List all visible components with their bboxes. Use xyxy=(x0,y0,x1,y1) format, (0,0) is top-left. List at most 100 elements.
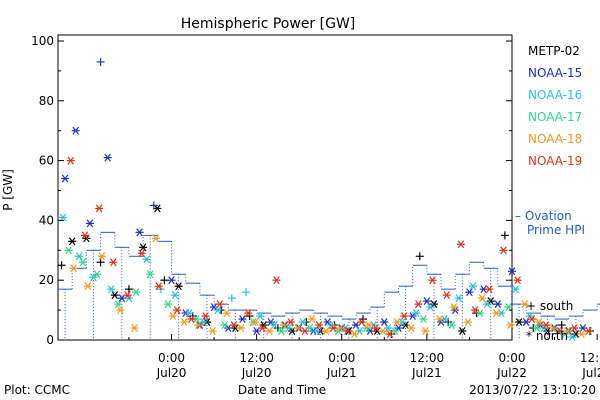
data-point xyxy=(107,285,116,294)
data-point xyxy=(428,276,437,285)
data-point xyxy=(483,300,492,309)
data-point xyxy=(414,300,423,309)
point-star-d2 xyxy=(164,300,172,309)
point-star-d2 xyxy=(299,318,307,327)
marker-legend-entry: + south xyxy=(526,299,573,313)
data-point xyxy=(96,57,105,66)
point-star-d2 xyxy=(124,291,131,300)
data-point xyxy=(180,318,189,327)
data-point xyxy=(97,252,106,261)
data-point xyxy=(279,321,288,330)
data-point xyxy=(123,291,132,300)
point-star-d2 xyxy=(214,306,221,315)
x-tick-date: Jul20 xyxy=(241,366,272,380)
data-point xyxy=(237,324,246,333)
point-star-d2 xyxy=(508,267,516,276)
data-point xyxy=(222,309,231,318)
data-point xyxy=(258,324,267,333)
point-star-d2 xyxy=(423,297,431,306)
data-point xyxy=(142,255,151,264)
point-star-d2 xyxy=(505,303,512,312)
point-star-d2 xyxy=(278,327,285,335)
point-star-d2 xyxy=(180,318,188,327)
point-star-d2 xyxy=(266,327,273,335)
data-point xyxy=(557,321,566,330)
data-point xyxy=(256,312,265,321)
point-star-d2 xyxy=(535,318,543,327)
point-star-d2 xyxy=(68,237,76,246)
y-tick-label: 80 xyxy=(39,94,54,108)
data-point xyxy=(78,258,87,267)
ovation-legend-line1: – Ovation xyxy=(515,209,572,223)
point-star-d2 xyxy=(441,315,448,324)
data-point xyxy=(336,324,345,333)
data-point xyxy=(114,300,123,309)
point-star-d2 xyxy=(507,321,514,330)
data-point xyxy=(422,297,431,306)
axes-layer: 0204060801000:00Jul2012:00Jul200:00Jul21… xyxy=(31,34,600,380)
point-star-d2 xyxy=(533,324,541,333)
point-star-d2 xyxy=(155,282,163,291)
data-point xyxy=(400,312,409,321)
point-star-d2 xyxy=(237,324,245,333)
x-axis-label: Date and Time xyxy=(238,383,326,397)
data-point xyxy=(135,228,144,237)
point-star-d2 xyxy=(400,312,408,321)
point-star-d2 xyxy=(104,153,111,162)
data-point xyxy=(300,327,309,335)
data-point xyxy=(139,243,148,252)
point-star-d2 xyxy=(259,324,266,333)
data-point xyxy=(492,309,501,318)
data-point xyxy=(220,321,229,330)
point-star-d2 xyxy=(185,309,193,318)
x-tick-date: Jul22 xyxy=(496,366,527,380)
data-point xyxy=(95,204,104,213)
point-star-d2 xyxy=(115,300,122,309)
data-point xyxy=(110,291,119,300)
point-star-d2 xyxy=(578,330,585,338)
point-star-d2 xyxy=(313,327,321,335)
point-star-d2 xyxy=(329,324,337,333)
point-star-d2 xyxy=(287,318,294,327)
data-point xyxy=(456,240,465,249)
point-star-d2 xyxy=(542,321,550,330)
data-point xyxy=(534,318,543,327)
data-point xyxy=(312,327,321,335)
data-point xyxy=(272,276,281,285)
point-star-d2 xyxy=(471,306,479,315)
point-star-d2 xyxy=(478,294,486,303)
point-star-d2 xyxy=(412,309,420,318)
point-star-d2 xyxy=(61,174,69,183)
point-star-d2 xyxy=(351,330,358,338)
data-point xyxy=(504,303,513,312)
legend-entry: NOAA-17 xyxy=(528,110,582,124)
data-point xyxy=(109,258,118,267)
data-point xyxy=(163,300,172,309)
data-point xyxy=(329,324,338,333)
data-point xyxy=(168,312,177,321)
data-point xyxy=(527,315,536,324)
footer-left: Plot: CCMC xyxy=(4,383,70,397)
legend-entry: NOAA-18 xyxy=(528,132,582,146)
point-star-d2 xyxy=(415,300,422,309)
data-point xyxy=(201,312,210,321)
data-point xyxy=(174,282,183,291)
data-point xyxy=(146,270,155,279)
point-star-d2 xyxy=(315,321,323,330)
data-point xyxy=(293,324,302,333)
point-star-d2 xyxy=(448,321,455,330)
point-star-d2 xyxy=(459,327,466,335)
point-star-d2 xyxy=(223,309,231,318)
data-point xyxy=(364,321,373,330)
point-star-d2 xyxy=(556,327,564,335)
data-point xyxy=(520,300,529,309)
data-point xyxy=(307,315,316,324)
data-point xyxy=(277,327,286,335)
ovation-layer xyxy=(58,231,600,340)
data-point xyxy=(241,288,250,297)
data-point xyxy=(75,252,84,261)
data-point xyxy=(542,321,551,330)
point-star-d2 xyxy=(59,213,67,222)
point-star-d2 xyxy=(136,228,143,237)
y-tick-label: 40 xyxy=(39,213,54,227)
